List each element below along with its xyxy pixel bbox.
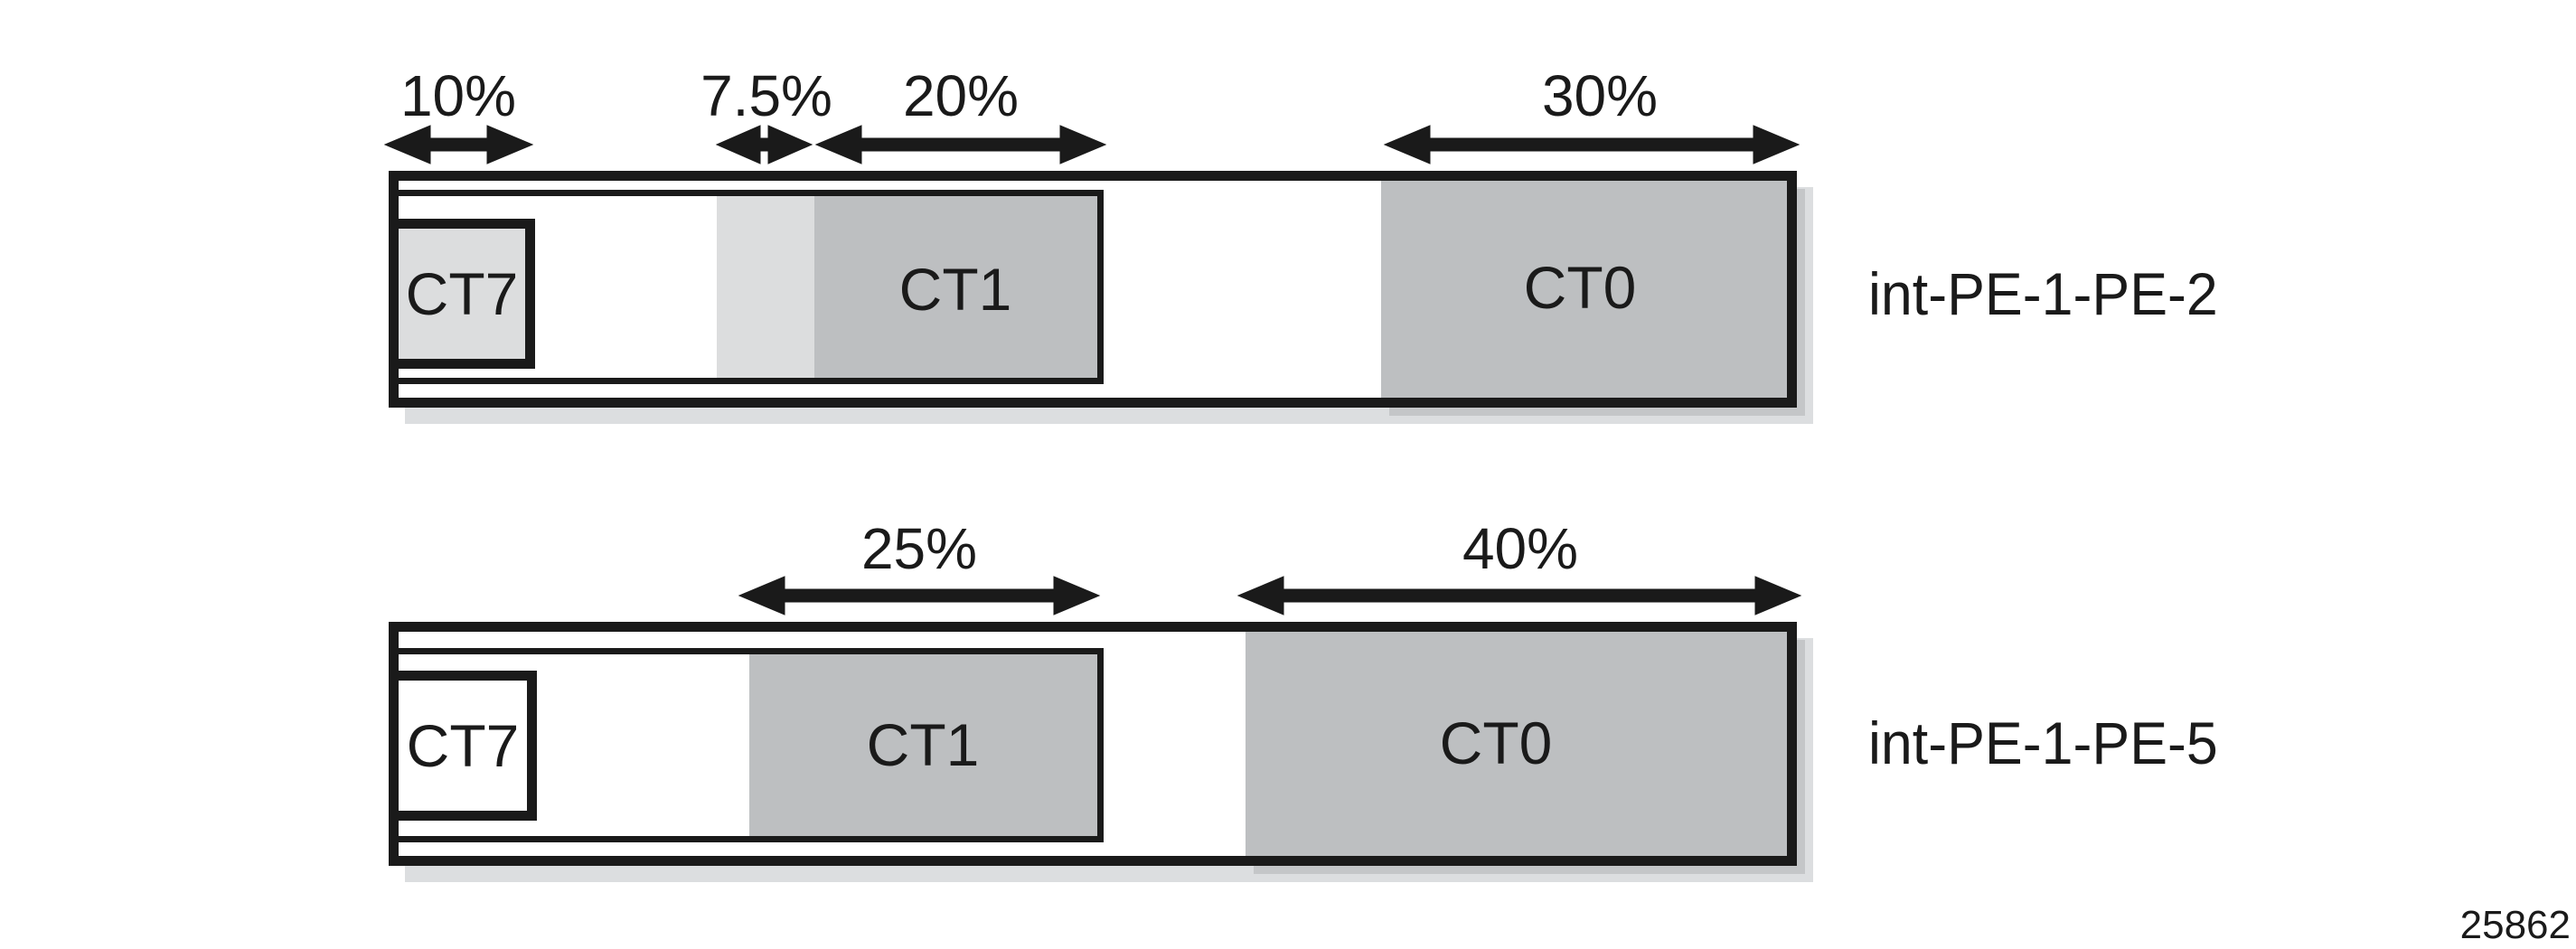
bar1-ct7-segment <box>389 219 535 369</box>
double-arrow-icon <box>715 125 813 164</box>
figure-number: 25862 <box>2459 903 2571 947</box>
bar1-unlabeled-percent: 7.5% <box>700 63 832 128</box>
bar2-ct1-label: CT1 <box>866 711 980 778</box>
bar1-ct1-percent: 20% <box>902 63 1020 128</box>
bar1-ct1-segment <box>814 196 1097 378</box>
bar2-ct1-percent: 25% <box>860 516 978 581</box>
bar2-interface-label: int-PE-1-PE-5 <box>1868 709 2218 776</box>
double-arrow-icon <box>1383 125 1800 164</box>
bar1-ct0-label: CT0 <box>1523 254 1637 321</box>
bar2-ct1-segment <box>749 654 1097 836</box>
bar2-ct7-label: CT7 <box>406 712 520 779</box>
double-arrow-icon <box>738 576 1101 615</box>
bar1-interface-label: int-PE-1-PE-2 <box>1868 260 2218 327</box>
double-arrow-icon <box>814 125 1107 164</box>
bar2-ct0-percent: 40% <box>1462 516 1579 581</box>
double-arrow-icon <box>383 125 534 164</box>
bar1-ct7-label: CT7 <box>405 260 519 327</box>
bar1-unlabeled-segment <box>717 196 814 378</box>
bar2-ct0-segment <box>1246 632 1787 856</box>
bar1-ct0-percent: 30% <box>1541 63 1659 128</box>
bar2-ct0-label: CT0 <box>1439 709 1553 776</box>
bar1-ct0-segment <box>1381 181 1787 398</box>
bar2-ct7-segment <box>389 671 537 821</box>
double-arrow-icon <box>1236 576 1802 615</box>
bar1-ct1-label: CT1 <box>898 256 1012 323</box>
bar1-ct7-percent: 10% <box>400 63 517 128</box>
